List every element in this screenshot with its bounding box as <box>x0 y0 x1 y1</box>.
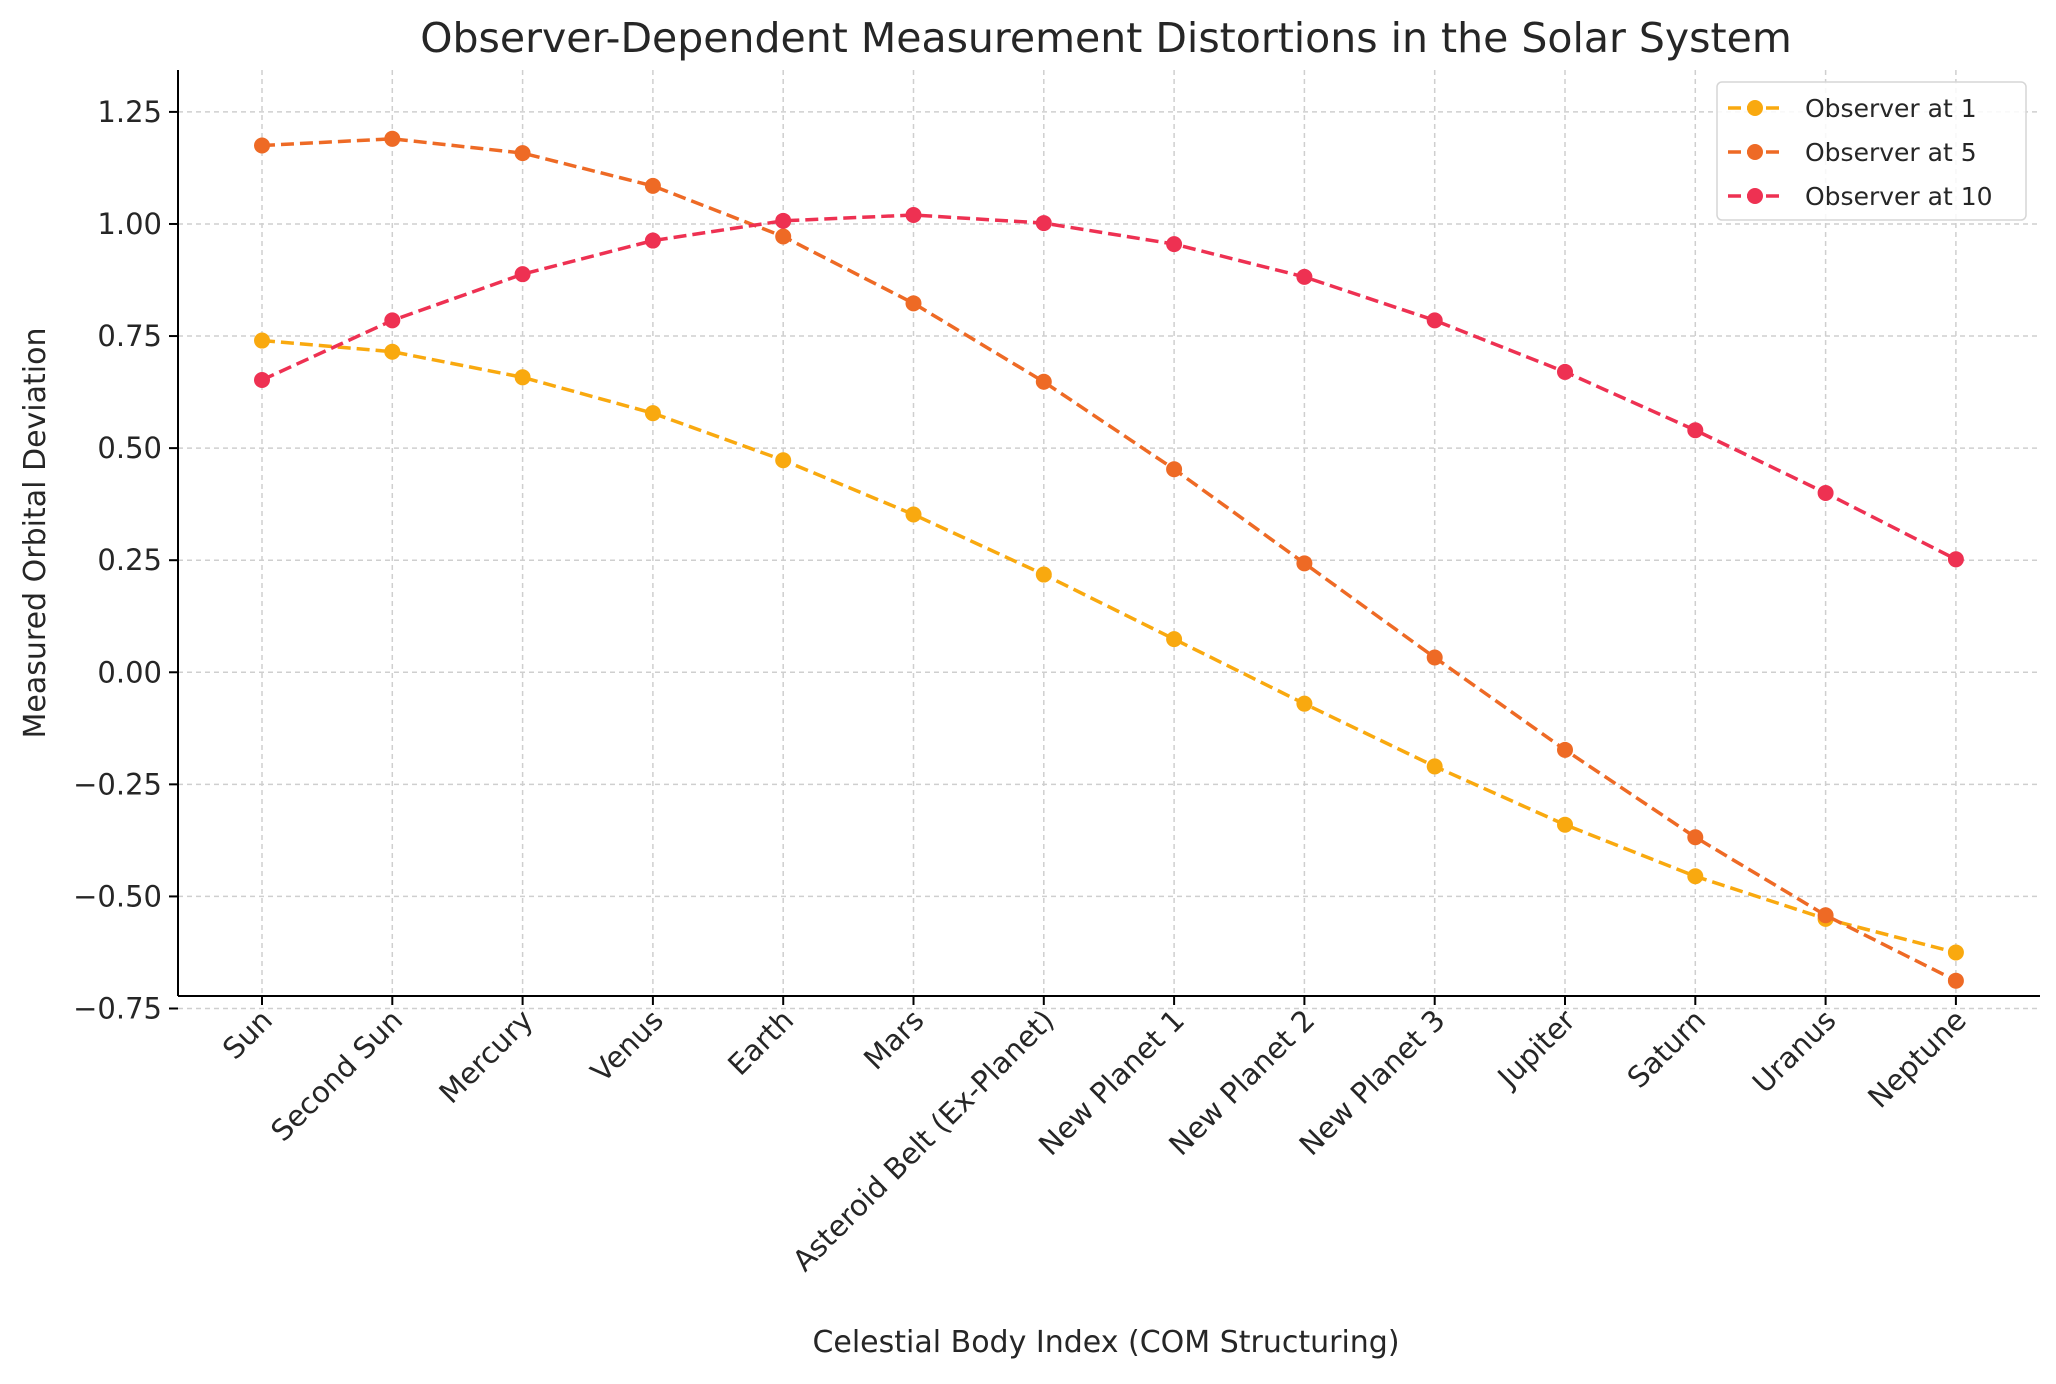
data-point <box>775 452 792 469</box>
y-tick-label: −0.50 <box>73 879 162 913</box>
data-point <box>514 266 531 283</box>
chart-title: Observer-Dependent Measurement Distortio… <box>420 14 1792 62</box>
x-tick-label: Neptune <box>1861 1003 1973 1115</box>
x-tick-label: Venus <box>584 1003 670 1089</box>
data-point <box>1947 551 1964 568</box>
y-tick-label: 1.00 <box>97 207 162 241</box>
data-point <box>1035 215 1052 232</box>
legend-label: Observer at 1 <box>1805 94 1977 123</box>
data-point <box>644 177 661 194</box>
legend-label: Observer at 5 <box>1805 138 1977 167</box>
series-lines <box>254 130 1964 989</box>
y-tick-label: 0.75 <box>97 319 162 353</box>
data-point <box>1687 422 1704 439</box>
x-tick-label: Saturn <box>1621 1003 1713 1095</box>
y-tick-label: −0.75 <box>73 992 162 1026</box>
data-point <box>1166 236 1183 253</box>
y-tick-label: 0.25 <box>97 543 162 577</box>
data-point <box>905 295 922 312</box>
legend-label: Observer at 10 <box>1805 182 1993 211</box>
x-tick-label: Uranus <box>1746 1003 1843 1100</box>
x-axis-label: Celestial Body Index (COM Structuring) <box>812 1325 1399 1360</box>
x-tick-label: Sun <box>216 1003 279 1066</box>
data-point <box>514 145 531 162</box>
data-point <box>384 312 401 329</box>
y-axis-label: Measured Orbital Deviation <box>18 328 53 739</box>
data-point <box>1296 555 1313 572</box>
y-tick-label: −0.25 <box>73 767 162 801</box>
x-tick-label: Asteroid Belt (Ex-Planet) <box>786 1003 1061 1278</box>
data-point <box>1426 312 1443 329</box>
data-point <box>384 343 401 360</box>
x-tick-label: Mars <box>857 1003 930 1076</box>
series-line <box>261 137 1957 983</box>
y-axis-ticks: −0.75 −0.50 −0.25 0.00 0.25 0.50 0.75 1.00 1.25 <box>73 95 178 1026</box>
data-point <box>1166 631 1183 648</box>
data-point <box>644 405 661 422</box>
data-point <box>1687 868 1704 885</box>
data-point <box>1557 741 1573 758</box>
data-point <box>254 332 270 349</box>
data-point <box>1687 829 1704 846</box>
data-point <box>1557 363 1573 380</box>
data-point <box>1817 907 1834 924</box>
data-point <box>514 369 531 386</box>
y-tick-label: 0.00 <box>97 655 162 689</box>
data-point <box>254 137 270 154</box>
data-point <box>384 130 401 147</box>
data-point <box>1296 695 1313 712</box>
data-point <box>1426 649 1443 666</box>
data-point <box>905 207 922 224</box>
legend-box <box>1716 81 2027 221</box>
grid-lines <box>178 70 2040 1010</box>
data-point <box>1817 484 1834 501</box>
data-point <box>905 506 922 523</box>
y-tick-label: 1.25 <box>97 95 162 129</box>
series-line <box>261 338 1957 955</box>
series-group <box>254 332 1964 961</box>
legend-swatch-marker <box>1747 188 1763 204</box>
data-point <box>1166 461 1183 478</box>
data-point <box>254 371 270 388</box>
data-point <box>644 232 661 249</box>
x-tick-label: Mercury <box>432 1003 539 1110</box>
data-point <box>1426 758 1443 775</box>
x-tick-label: Second Sun <box>264 1003 409 1148</box>
data-point <box>775 212 792 229</box>
data-point <box>1035 566 1052 583</box>
x-tick-label: Earth <box>721 1003 800 1082</box>
legend-swatch-marker <box>1747 100 1763 116</box>
series-group <box>254 130 1964 989</box>
data-point <box>1947 972 1964 989</box>
data-point <box>1035 373 1052 390</box>
data-point <box>1296 268 1313 285</box>
x-tick-label: Jupiter <box>1490 1003 1582 1095</box>
y-tick-label: 0.50 <box>97 431 162 465</box>
legend-swatch-marker <box>1747 144 1763 160</box>
data-point <box>1557 816 1573 833</box>
legend: Observer at 1 Observer at 5 Observer at 10 <box>1716 81 2027 221</box>
series-group <box>254 207 1964 568</box>
series-line <box>261 213 1957 561</box>
data-point <box>1947 944 1964 961</box>
data-point <box>775 228 792 245</box>
